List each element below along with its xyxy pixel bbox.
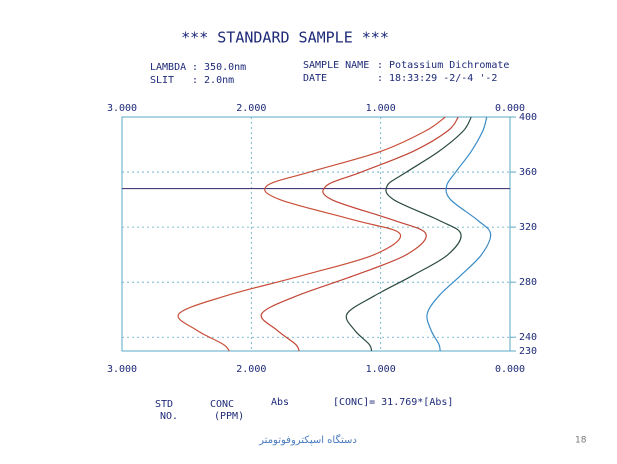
- conc-label: CONC: [210, 399, 234, 410]
- footer-caption: دستگاه اسپکتروفوتومتر: [258, 434, 357, 446]
- abs-label: Abs: [271, 397, 289, 408]
- y-tick-label: 230: [519, 346, 537, 357]
- spectrum-line: [426, 116, 492, 352]
- y-tick-label: 320: [519, 222, 537, 233]
- lambda-label: LAMBDA: [150, 62, 186, 73]
- date-value: : 18:33:29 -2/-4 '-2: [377, 73, 497, 84]
- sample-value: : Potassium Dichromate: [377, 60, 509, 71]
- x-tick-label: 0.000: [495, 364, 525, 375]
- page-number: 18: [575, 436, 587, 446]
- x-tick-label-top: 2.000: [236, 103, 266, 114]
- spectrum-line: [260, 116, 459, 352]
- x-tick-label: 1.000: [366, 364, 396, 375]
- x-tick-label-top: 3.000: [107, 103, 137, 114]
- x-tick-label-top: 1.000: [366, 103, 396, 114]
- x-tick-label-top: 0.000: [495, 103, 525, 114]
- title: *** STANDARD SAMPLE ***: [181, 29, 389, 47]
- sample-label: SAMPLE NAME: [303, 60, 369, 71]
- std-label: STD: [155, 399, 173, 410]
- plot: 3.000 3.000 2.000 2.000 1.000 1.000 0.000 0.000…: [107, 103, 537, 375]
- formula: [CONC]= 31.769*[Abs]: [333, 397, 453, 408]
- date-label: DATE: [303, 73, 327, 84]
- plot-frame: [121, 116, 511, 352]
- spectrum-line: [177, 116, 446, 352]
- spectrum-line: [345, 116, 472, 352]
- y-tick-label: 240: [519, 332, 537, 343]
- lambda-value: : 350.0nm: [192, 62, 246, 73]
- slit-value: : 2.0nm: [192, 75, 234, 86]
- x-tick-label: 2.000: [236, 364, 266, 375]
- slit-label: SLIT: [150, 75, 174, 86]
- y-tick-label: 400: [519, 112, 537, 123]
- no-label: NO.: [160, 411, 178, 422]
- y-tick-label: 360: [519, 167, 537, 178]
- y-tick-label: 280: [519, 277, 537, 288]
- ppm-label: (PPM): [214, 411, 244, 422]
- x-tick-label: 3.000: [107, 364, 137, 375]
